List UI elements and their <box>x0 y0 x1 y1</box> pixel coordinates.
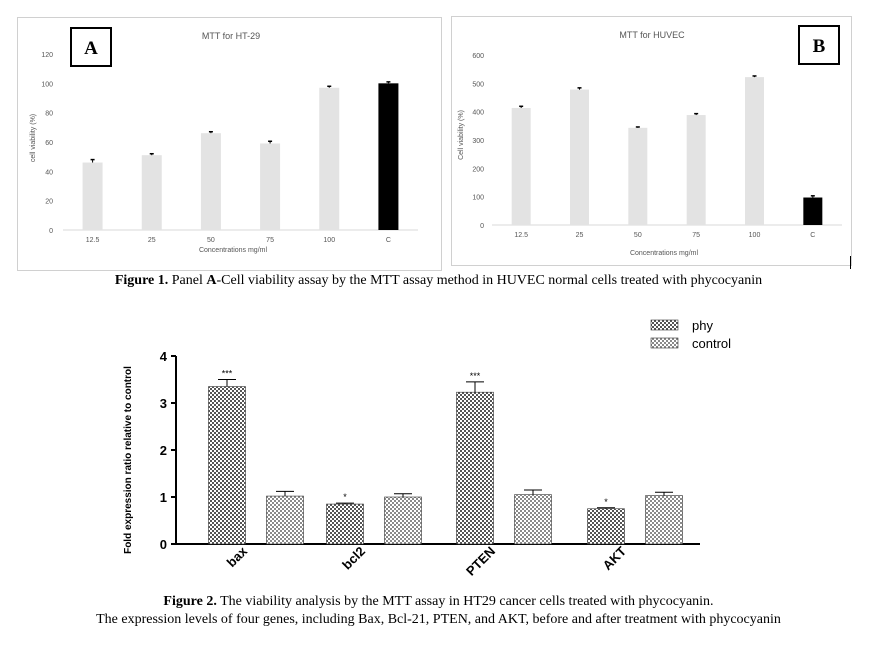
bar-phy-bcl2 <box>326 503 364 545</box>
bar-C <box>803 197 823 225</box>
bar-75 <box>260 143 281 230</box>
figure1-caption: Figure 1. Panel A-Cell viability assay b… <box>0 273 877 289</box>
figure2-caption-prefix: Figure 2. <box>163 594 217 609</box>
panel-a: 0 20 40 60 80 100 120 12.5 25 50 75 100 C MTT for HT-… <box>17 17 442 271</box>
y-tick-label: 0 <box>160 537 167 552</box>
x-tick-label: 75 <box>692 232 700 239</box>
y-tick-label: 100 <box>41 81 53 88</box>
bar-control-PTEN <box>514 494 552 545</box>
panel-label: B <box>813 36 826 57</box>
bar-control-AKT <box>645 495 683 545</box>
figure2-caption-line1: Figure 2. The viability analysis by the … <box>0 594 877 610</box>
x-tick-label: 50 <box>634 232 642 239</box>
x-tick-label: 25 <box>148 237 156 244</box>
significance-label: *** <box>222 369 233 379</box>
bar-phy-PTEN <box>456 391 494 545</box>
x-axis-label: Concentrations mg/ml <box>630 250 699 257</box>
y-tick-label: 2 <box>160 443 167 458</box>
x-tick-label: C <box>386 237 391 244</box>
x-axis-label: Concentrations mg/ml <box>199 247 268 254</box>
y-tick-label: 100 <box>472 195 484 202</box>
y-tick-label: 300 <box>472 138 484 145</box>
y-axis-label: cell viability (%) <box>30 114 37 162</box>
figure1-caption-prefix: Figure 1. <box>114 273 169 288</box>
x-tick-label: 100 <box>749 232 761 239</box>
panel-label-box <box>70 27 112 67</box>
panel-b: 0 100 200 300 400 500 600 12.5 25 50 75 100 C MTT for… <box>451 16 852 266</box>
x-tick-label: AKT <box>600 543 630 573</box>
bar-control-bax <box>266 495 304 545</box>
figure2-caption-line2: The expression levels of four genes, inc… <box>96 612 781 627</box>
x-tick-label: 12.5 <box>86 237 100 244</box>
bar-25 <box>570 89 589 225</box>
y-tick-label: 60 <box>45 140 53 147</box>
bar-75 <box>686 115 706 225</box>
y-tick-label: 0 <box>480 223 484 230</box>
y-tick-label: 20 <box>45 199 53 206</box>
x-tick-label: bcl2 <box>339 544 368 573</box>
bar-25 <box>141 155 162 230</box>
y-tick-label: 120 <box>41 52 53 59</box>
y-axis-label: Cell viability (%) <box>458 110 465 160</box>
y-axis-label: Fold expression ratio relative to contro… <box>123 366 134 554</box>
y-tick-label: 600 <box>472 53 484 60</box>
figure1-caption-text1: Panel <box>168 273 207 288</box>
x-tick-label: 12.5 <box>514 232 528 239</box>
chart-title: MTT for HUVEC <box>619 30 685 40</box>
y-tick-label: 500 <box>472 81 484 88</box>
chart-b: 0 100 200 300 400 500 600 12.5 25 50 75 100 C MTT for… <box>458 25 842 257</box>
y-tick-label: 3 <box>160 396 167 411</box>
y-tick-label: 40 <box>45 169 53 176</box>
x-tick-label: 25 <box>576 232 584 239</box>
x-tick-label: 75 <box>266 237 274 244</box>
y-tick-label: 0 <box>49 228 53 235</box>
panel-label-box <box>798 25 840 65</box>
bar-C <box>378 83 399 230</box>
x-tick-label: bax <box>224 543 251 570</box>
x-tick-label: C <box>810 232 815 239</box>
significance-label: * <box>604 497 608 507</box>
bar-12.5 <box>82 162 103 230</box>
legend-swatch-control <box>650 337 679 349</box>
legend-label-control: control <box>692 336 731 351</box>
figure1-caption-bold-mid: A <box>206 273 217 288</box>
bar-control-bcl2 <box>384 496 422 545</box>
bar-phy-AKT <box>587 508 625 545</box>
y-tick-label: 200 <box>472 166 484 173</box>
figure2-chart: 0 1 2 3 4 Fold expression ratio relative to c… <box>123 318 731 579</box>
chart-a: 0 20 40 60 80 100 120 12.5 25 50 75 100 C MTT for HT-… <box>30 27 418 254</box>
bar-phy-bax <box>208 386 246 545</box>
y-tick-label: 1 <box>160 490 167 505</box>
legend-swatch-phy <box>650 319 679 331</box>
x-tick-label: PTEN <box>463 544 498 579</box>
x-tick-label: 50 <box>207 237 215 244</box>
chart-title: MTT for HT-29 <box>202 31 260 41</box>
figure2-caption-text: The viability analysis by the MTT assay … <box>216 594 714 609</box>
y-tick-label: 4 <box>160 349 168 364</box>
bar-100 <box>319 87 340 230</box>
y-tick-label: 400 <box>472 110 484 117</box>
edge-mark <box>850 256 851 269</box>
panel-label: A <box>84 38 98 59</box>
bar-50 <box>200 133 221 230</box>
bar-50 <box>628 127 648 225</box>
significance-label: * <box>343 492 347 502</box>
legend-label-phy: phy <box>692 318 713 333</box>
x-tick-label: 100 <box>323 237 335 244</box>
bar-12.5 <box>511 107 531 225</box>
bar-100 <box>745 77 764 225</box>
y-tick-label: 80 <box>45 111 53 118</box>
significance-label: *** <box>470 371 481 381</box>
figure1-caption-text2: -Cell viability assay by the MTT assay m… <box>216 273 763 288</box>
